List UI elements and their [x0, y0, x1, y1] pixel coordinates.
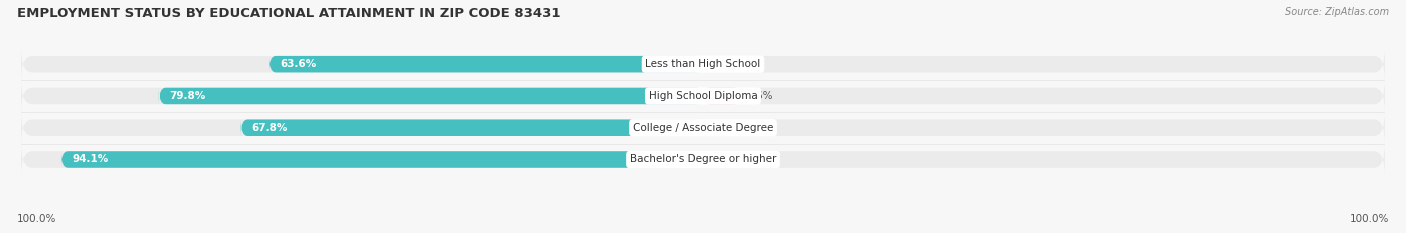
Text: College / Associate Degree: College / Associate Degree: [633, 123, 773, 133]
FancyBboxPatch shape: [703, 151, 747, 168]
Text: 0.0%: 0.0%: [720, 123, 745, 133]
Text: 67.8%: 67.8%: [252, 123, 288, 133]
Text: EMPLOYMENT STATUS BY EDUCATIONAL ATTAINMENT IN ZIP CODE 83431: EMPLOYMENT STATUS BY EDUCATIONAL ATTAINM…: [17, 7, 561, 20]
Text: Source: ZipAtlas.com: Source: ZipAtlas.com: [1285, 7, 1389, 17]
Text: Less than High School: Less than High School: [645, 59, 761, 69]
Text: 0.0%: 0.0%: [720, 59, 745, 69]
Text: High School Diploma: High School Diploma: [648, 91, 758, 101]
Text: 100.0%: 100.0%: [17, 214, 56, 224]
FancyBboxPatch shape: [703, 88, 741, 104]
FancyBboxPatch shape: [703, 56, 714, 72]
FancyBboxPatch shape: [21, 79, 1385, 113]
FancyBboxPatch shape: [62, 151, 703, 168]
Text: Bachelor's Degree or higher: Bachelor's Degree or higher: [630, 154, 776, 164]
FancyBboxPatch shape: [270, 56, 703, 72]
FancyBboxPatch shape: [240, 120, 703, 136]
Text: 63.6%: 63.6%: [280, 59, 316, 69]
FancyBboxPatch shape: [21, 47, 1385, 81]
FancyBboxPatch shape: [21, 111, 1385, 145]
Text: 100.0%: 100.0%: [1350, 214, 1389, 224]
Text: 94.1%: 94.1%: [72, 154, 108, 164]
FancyBboxPatch shape: [703, 120, 714, 136]
FancyBboxPatch shape: [159, 88, 703, 104]
FancyBboxPatch shape: [21, 142, 1385, 177]
Text: 6.3%: 6.3%: [751, 154, 778, 164]
Text: 79.8%: 79.8%: [170, 91, 207, 101]
Text: 5.6%: 5.6%: [747, 91, 773, 101]
